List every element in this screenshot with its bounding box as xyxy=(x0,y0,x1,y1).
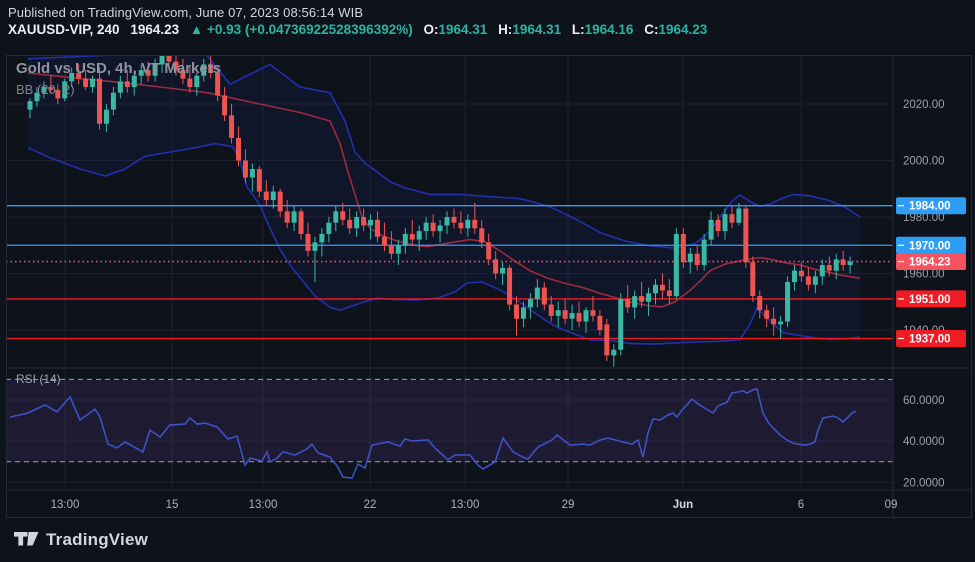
svg-text:1937.00: 1937.00 xyxy=(909,333,951,345)
price-change: +0.93 (+0.04736922528396392%) xyxy=(207,22,413,37)
low-value: 1964.16 xyxy=(584,22,634,37)
bb-fill xyxy=(28,55,860,345)
time-axis[interactable]: 13:00 15 13:00 22 13:00 29 Jun 6 09 xyxy=(51,499,898,511)
close-value: 1964.23 xyxy=(658,22,708,37)
svg-text:1970.00: 1970.00 xyxy=(909,240,951,252)
svg-text:Jun: Jun xyxy=(673,499,693,511)
bb-middle-line xyxy=(27,72,861,308)
price-axis[interactable]: 2020.002000.001980.001960.001940.0060.00… xyxy=(896,99,966,489)
price-label-badge: 1984.00 xyxy=(896,197,966,215)
svg-text:40.0000: 40.0000 xyxy=(903,436,945,448)
published-line: Published on TradingView.com, June 07, 2… xyxy=(8,5,364,20)
open-value: 1964.31 xyxy=(438,22,488,37)
svg-text:60.0000: 60.0000 xyxy=(903,395,945,407)
svg-text:22: 22 xyxy=(364,499,377,511)
price-label-badge: 1951.00 xyxy=(896,290,966,308)
symbol-info-bar: XAUUSD-VIP, 240 1964.23 ▲ +0.93 (+0.0473… xyxy=(8,22,707,37)
candles-series xyxy=(27,55,853,367)
svg-text:13:00: 13:00 xyxy=(249,499,278,511)
change-arrow-icon: ▲ xyxy=(189,22,204,37)
svg-text:15: 15 xyxy=(166,499,179,511)
high-label: H: xyxy=(498,22,513,37)
open-label: O: xyxy=(423,22,439,37)
svg-text:2020.00: 2020.00 xyxy=(903,99,945,111)
svg-text:13:00: 13:00 xyxy=(51,499,80,511)
chart-canvas[interactable]: 2020.002000.001980.001960.001940.0060.00… xyxy=(6,55,972,518)
svg-text:1980.00: 1980.00 xyxy=(903,212,945,224)
bb-upper-line xyxy=(27,55,861,249)
high-value: 1964.31 xyxy=(512,22,562,37)
bb-lower-line xyxy=(27,142,861,345)
svg-text:20.0000: 20.0000 xyxy=(903,477,945,489)
pane-separators xyxy=(6,55,972,518)
svg-text:1951.00: 1951.00 xyxy=(909,294,951,306)
price-label-badge: 1964.23 xyxy=(896,253,966,271)
svg-text:2000.00: 2000.00 xyxy=(903,156,945,168)
rsi-line xyxy=(9,387,857,479)
svg-text:6: 6 xyxy=(798,499,804,511)
svg-text:09: 09 xyxy=(885,499,898,511)
svg-text:1964.23: 1964.23 xyxy=(909,257,951,269)
svg-text:1960.00: 1960.00 xyxy=(903,269,945,281)
tradingview-logo-text: TradingView xyxy=(46,529,149,549)
grid-lines xyxy=(6,55,893,490)
chart-area: 2020.002000.001980.001960.001940.0060.00… xyxy=(6,55,972,518)
symbol-name: XAUUSD-VIP, 240 xyxy=(8,22,120,37)
tradingview-logo-icon xyxy=(14,532,39,546)
price-label-badge: 1937.00 xyxy=(896,329,966,347)
price-label-badge: 1970.00 xyxy=(896,236,966,254)
close-label: C: xyxy=(644,22,659,37)
rsi-pane xyxy=(6,378,893,479)
tradingview-logo[interactable]: TradingView xyxy=(14,529,148,550)
svg-text:29: 29 xyxy=(562,499,575,511)
svg-text:13:00: 13:00 xyxy=(451,499,480,511)
low-label: L: xyxy=(571,22,585,37)
bollinger-bands xyxy=(27,55,861,345)
svg-text:1984.00: 1984.00 xyxy=(909,201,951,213)
last-price: 1964.23 xyxy=(130,22,180,37)
